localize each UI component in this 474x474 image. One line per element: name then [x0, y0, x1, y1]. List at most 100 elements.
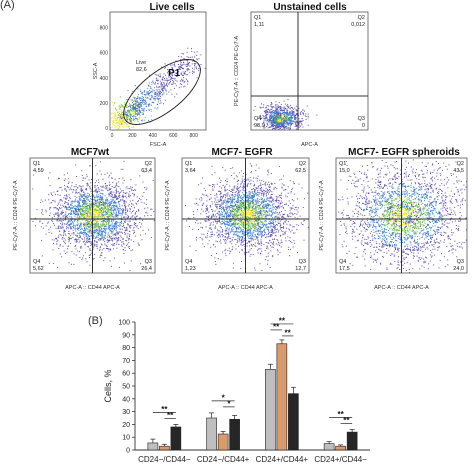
scatter-point	[278, 125, 280, 127]
scatter-point	[166, 83, 168, 85]
scatter-point	[63, 250, 65, 252]
scatter-point	[132, 116, 133, 117]
scatter-point	[106, 217, 108, 219]
scatter-point	[258, 208, 260, 210]
scatter-point	[295, 124, 297, 126]
scatter-point	[63, 233, 65, 235]
scatter-point	[106, 216, 108, 218]
scatter-point	[274, 200, 276, 202]
scatter-point	[95, 165, 97, 167]
scatter-point	[136, 113, 138, 115]
scatter-point	[95, 224, 97, 226]
scatter-point	[57, 214, 59, 216]
scatter-point	[68, 181, 70, 183]
plot-title: MCF7- EGFR	[211, 147, 273, 158]
scatter-point	[238, 194, 240, 196]
scatter-point	[90, 211, 92, 213]
scatter-point	[159, 73, 161, 75]
scatter-point	[179, 66, 181, 67]
scatter-point	[198, 68, 200, 70]
scatter-point	[123, 192, 124, 194]
scatter-point	[123, 202, 125, 204]
scatter-point	[227, 238, 228, 240]
scatter-point	[48, 262, 50, 264]
scatter-point	[68, 233, 70, 235]
scatter-point	[270, 102, 272, 104]
scatter-point	[129, 191, 131, 193]
scatter-point	[76, 176, 77, 177]
scatter-point	[77, 209, 79, 211]
scatter-point	[103, 234, 105, 236]
scatter-point	[96, 207, 98, 209]
scatter-point	[283, 112, 285, 114]
scatter-point	[140, 226, 142, 228]
scatter-point	[298, 118, 300, 120]
scatter-point	[119, 229, 121, 231]
scatter-point	[125, 192, 127, 194]
scatter-point	[267, 236, 269, 238]
scatter-point	[178, 71, 180, 73]
scatter-point	[83, 195, 85, 197]
scatter-point	[142, 102, 143, 104]
scatter-point	[115, 216, 117, 218]
scatter-point	[247, 206, 249, 208]
scatter-point	[258, 207, 260, 209]
scatter-point	[268, 205, 269, 207]
scatter-point	[83, 224, 85, 225]
scatter-point	[290, 108, 292, 110]
scatter-point	[184, 80, 186, 82]
scatter-point	[117, 208, 119, 209]
scatter-point	[109, 193, 111, 195]
scatter-point	[99, 189, 101, 191]
scatter-point	[278, 200, 280, 202]
scatter-point	[282, 227, 284, 229]
scatter-point	[272, 110, 274, 111]
scatter-point	[197, 64, 199, 66]
scatter-point	[129, 128, 131, 130]
scatter-point	[138, 104, 140, 106]
scatter-point	[82, 180, 84, 181]
scatter-point	[86, 219, 88, 221]
scatter-point	[95, 203, 97, 205]
scatter-point	[50, 207, 52, 209]
scatter-point	[216, 196, 218, 198]
scatter-point	[227, 197, 229, 199]
scatter-point	[133, 111, 135, 112]
scatter-point	[91, 200, 93, 202]
x-tick-label: 200	[128, 133, 137, 139]
scatter-point	[114, 208, 116, 210]
scatter-point	[281, 123, 283, 125]
scatter-point	[183, 63, 185, 65]
scatter-point	[278, 102, 280, 104]
scatter-point	[126, 227, 128, 228]
scatter-point	[88, 179, 90, 181]
scatter-point	[141, 121, 143, 122]
scatter-point	[142, 181, 144, 183]
scatter-point	[90, 227, 92, 228]
scatter-point	[94, 190, 96, 192]
scatter-point	[260, 118, 262, 120]
scatter-point	[156, 95, 158, 97]
scatter-point	[147, 97, 149, 99]
scatter-point	[291, 115, 293, 116]
scatter-point	[266, 106, 267, 108]
scatter-point	[161, 78, 163, 80]
scatter-point	[274, 216, 276, 218]
scatter-point	[123, 227, 125, 229]
scatter-point	[89, 231, 90, 233]
scatter-point	[287, 113, 289, 115]
scatter-point	[120, 168, 122, 170]
scatter-point	[111, 231, 113, 233]
scatter-point	[115, 115, 117, 117]
scatter-point	[115, 228, 117, 230]
scatter-point	[80, 213, 82, 215]
plot-title: Unstained cells	[273, 2, 347, 13]
scatter-point	[277, 111, 279, 113]
scatter-point	[101, 237, 103, 238]
scatter-point	[130, 99, 132, 100]
scatter-point	[271, 113, 273, 115]
scatter-point	[102, 239, 104, 241]
scatter-point	[291, 118, 293, 120]
scatter-point	[115, 215, 117, 217]
scatter-point	[88, 229, 90, 231]
